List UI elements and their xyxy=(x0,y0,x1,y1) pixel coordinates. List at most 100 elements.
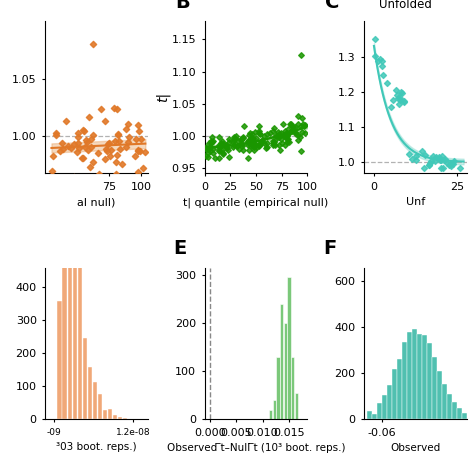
Point xyxy=(421,151,429,159)
Point xyxy=(245,138,252,146)
Bar xyxy=(417,334,422,419)
Point xyxy=(202,143,210,151)
Point xyxy=(206,143,213,151)
Point xyxy=(204,154,212,161)
Point xyxy=(208,139,215,147)
Point xyxy=(116,146,123,153)
Point xyxy=(392,86,400,93)
Point xyxy=(291,123,299,131)
Point xyxy=(412,153,420,160)
Point xyxy=(277,129,285,137)
Bar xyxy=(372,414,377,419)
Point xyxy=(269,137,276,145)
Point xyxy=(377,55,384,63)
Point xyxy=(283,136,291,143)
Point xyxy=(276,146,283,154)
Point xyxy=(400,97,408,104)
Point xyxy=(256,140,264,148)
Point xyxy=(283,133,291,140)
Point xyxy=(215,146,222,154)
Point xyxy=(275,132,283,139)
Point xyxy=(271,138,278,146)
Point xyxy=(396,96,404,104)
Point xyxy=(223,145,231,152)
Point xyxy=(207,137,215,145)
Point xyxy=(284,125,292,132)
Point xyxy=(239,134,246,142)
Point xyxy=(418,147,426,155)
Point xyxy=(81,144,89,151)
Point xyxy=(226,135,233,143)
Bar xyxy=(78,267,82,419)
Point xyxy=(202,146,210,153)
Point xyxy=(73,148,81,156)
Point xyxy=(260,132,268,139)
Point xyxy=(52,129,60,137)
Point xyxy=(437,156,444,164)
Bar xyxy=(427,343,432,419)
X-axis label: al null): al null) xyxy=(77,197,116,207)
Point xyxy=(275,133,283,141)
Point xyxy=(126,134,133,141)
Point xyxy=(94,149,102,157)
Point xyxy=(372,52,379,60)
Bar xyxy=(367,411,372,419)
Point xyxy=(219,146,226,153)
Point xyxy=(219,137,226,145)
Point xyxy=(208,138,216,146)
Point xyxy=(248,130,255,138)
Point xyxy=(136,128,143,135)
Point xyxy=(112,171,119,178)
Point xyxy=(222,144,229,151)
Point xyxy=(233,142,241,150)
Point xyxy=(115,137,123,145)
Bar xyxy=(82,337,87,419)
Point xyxy=(398,89,406,97)
Point xyxy=(101,117,109,125)
Bar xyxy=(402,342,407,419)
Point xyxy=(280,131,288,139)
Point xyxy=(230,136,238,144)
Bar xyxy=(98,394,102,419)
Bar xyxy=(422,335,427,419)
Point xyxy=(281,132,288,140)
Point xyxy=(110,104,118,112)
Point xyxy=(206,147,214,155)
Point xyxy=(219,140,227,148)
Bar xyxy=(452,402,456,419)
Point xyxy=(229,143,237,150)
Point xyxy=(114,130,122,138)
Point xyxy=(215,147,223,155)
Point xyxy=(405,150,413,158)
Bar xyxy=(103,410,107,419)
Point xyxy=(271,136,279,144)
Point xyxy=(289,123,297,131)
Point xyxy=(97,105,104,112)
Point xyxy=(244,137,252,145)
Point xyxy=(379,71,387,79)
Point xyxy=(74,139,82,147)
Bar xyxy=(123,418,128,419)
Point xyxy=(270,127,277,135)
Bar xyxy=(108,409,112,419)
Point xyxy=(244,141,252,149)
Point xyxy=(420,164,428,172)
Point xyxy=(101,155,109,163)
Bar xyxy=(432,357,437,419)
Point xyxy=(297,133,304,141)
X-axis label: Unf: Unf xyxy=(406,197,425,207)
Point xyxy=(432,154,440,161)
Point xyxy=(79,155,87,162)
Point xyxy=(55,176,63,183)
Point xyxy=(225,146,232,154)
Point xyxy=(298,52,305,59)
Point xyxy=(286,120,294,128)
Point xyxy=(397,88,405,96)
Point xyxy=(412,156,420,164)
Point xyxy=(112,137,119,145)
Point xyxy=(425,161,432,169)
Point xyxy=(273,132,280,139)
Bar xyxy=(387,385,392,419)
Point xyxy=(246,129,254,137)
Point xyxy=(211,154,219,162)
